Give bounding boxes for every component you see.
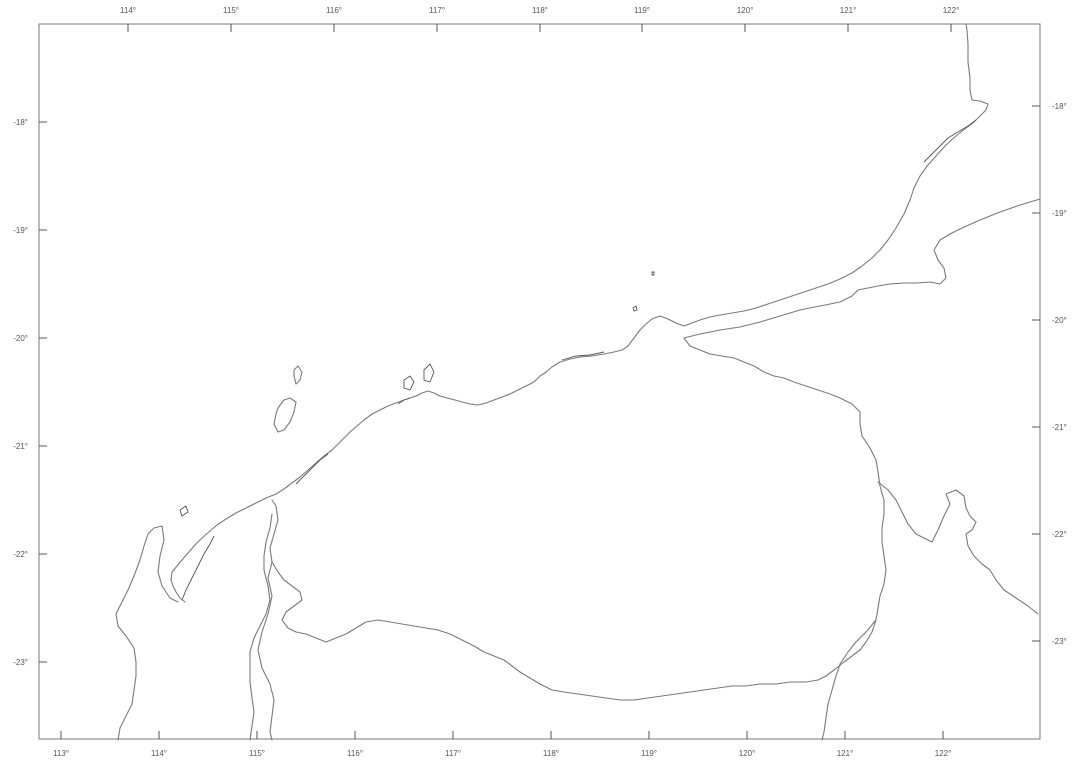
top-tick-label: 117° [429, 6, 445, 15]
coastline-group [115, 23, 1041, 741]
bottom-tick-label: 114° [151, 749, 167, 758]
rocky-coast-port-hedland [561, 351, 605, 361]
coastline-east-bay [877, 481, 1039, 615]
bottom-tick-label: 122° [935, 749, 952, 758]
top-tick-label: 119° [634, 6, 650, 15]
dampier-archipelago-islet [403, 375, 415, 391]
left-tick-label: -21° [13, 442, 28, 451]
right-tick-label: -20° [1052, 316, 1067, 325]
north-reef-islet [632, 305, 638, 312]
rocky-coast-exmouth [181, 535, 215, 601]
top-tick-label: 114° [120, 6, 136, 15]
left-tick-label: -19° [13, 226, 28, 235]
left-tick-label: -22° [13, 550, 28, 559]
rocky-coast-broome [923, 119, 977, 163]
right-tick-label: -21° [1052, 423, 1067, 432]
right-tick-label: -22° [1052, 530, 1067, 539]
coastline-northwest [170, 23, 989, 603]
bottom-tick-label: 117° [445, 749, 461, 758]
montebello-islands [293, 365, 303, 385]
top-tick-label: 115° [223, 6, 239, 15]
coastline-eighty-mile-inlet [683, 198, 1041, 339]
bottom-tick-label: 115° [249, 749, 265, 758]
bottom-tick-label: 113° [53, 749, 69, 758]
top-tick-label: 121° [840, 6, 857, 15]
rocky-coast-pilbara [295, 453, 329, 485]
right-tick-label: -18° [1052, 102, 1067, 111]
outer-reef-islet [179, 505, 189, 517]
northern-dot [651, 271, 655, 276]
barrow-island [273, 397, 297, 433]
coastline-south-east [821, 619, 877, 741]
top-tick-label: 116° [326, 6, 342, 15]
top-tick-label: 120° [737, 6, 754, 15]
tick-labels: 114° 115° 116° 117° 118° 119° 120° 121° 122° 113°… [13, 6, 1067, 758]
rocky-coast-dampier [397, 397, 411, 405]
bottom-tick-label: 119° [641, 749, 657, 758]
tick-marks [39, 24, 1040, 739]
basin-outline [269, 337, 887, 701]
rocky-coast-group [181, 119, 977, 601]
top-tick-label: 122° [943, 6, 960, 15]
bottom-tick-label: 121° [837, 749, 854, 758]
bottom-tick-label: 120° [739, 749, 756, 758]
map-frame [38, 23, 1041, 740]
top-tick-label: 118° [532, 6, 548, 15]
coastline-north-west-cape [115, 525, 179, 741]
burrup-islet [423, 363, 435, 383]
bottom-tick-label: 116° [347, 749, 363, 758]
left-tick-label: -20° [13, 334, 28, 343]
inland-trace [257, 561, 275, 741]
left-tick-label: -23° [13, 658, 28, 667]
islands-group [179, 271, 655, 517]
right-tick-label: -19° [1052, 209, 1067, 218]
left-tick-label: -18° [13, 118, 28, 127]
bottom-tick-label: 118° [543, 749, 559, 758]
right-tick-label: -23° [1052, 637, 1067, 646]
coastline-exmouth-east [249, 513, 273, 741]
